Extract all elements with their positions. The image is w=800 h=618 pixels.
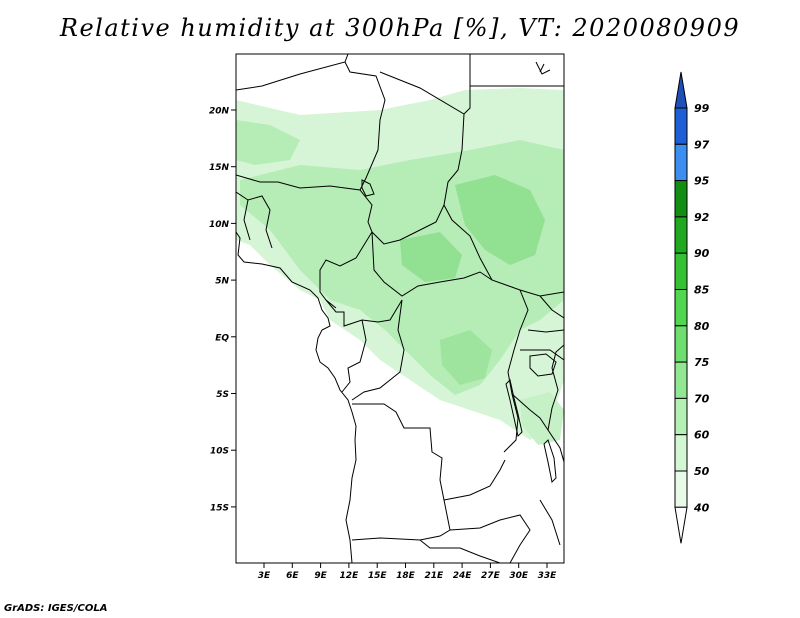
coastline-west-africa	[236, 231, 357, 563]
map-frame	[235, 53, 565, 564]
border-drc-congo	[351, 299, 405, 401]
lat-label: 10N	[209, 220, 230, 230]
lat-label: 15S	[210, 503, 229, 513]
lon-label: 21E	[424, 571, 444, 581]
lat-label: EQ	[215, 333, 229, 343]
colorbar-segment	[674, 180, 688, 218]
colorbar-segment	[674, 434, 688, 472]
map-boundaries	[236, 54, 564, 563]
colorbar-label: 60	[694, 429, 710, 442]
colorbar-label: 85	[694, 284, 710, 297]
longitude-axis: 3E 6E 9E 12E 15E 18E 21E 24E 27E 30E 33E	[258, 563, 557, 581]
colorbar-label: 80	[694, 320, 710, 333]
colorbar-segment	[674, 470, 688, 508]
humidity-region-dark-3	[440, 330, 492, 385]
lon-label: 24E	[453, 571, 473, 581]
colorbar-label: 95	[694, 175, 710, 188]
coastline-east-africa	[547, 344, 564, 463]
border-chad-car	[371, 204, 493, 297]
lat-label: 10S	[210, 447, 229, 457]
colorbar-segment	[674, 325, 688, 363]
lon-label: 6E	[286, 571, 299, 581]
border-zambia-south	[443, 459, 531, 563]
colorbar-segment	[674, 107, 688, 145]
humidity-region-dark-2	[400, 232, 462, 282]
border-drc-east	[503, 289, 529, 453]
nile-river	[535, 61, 551, 75]
lat-label: 5S	[216, 390, 229, 400]
humidity-region-dark	[455, 175, 545, 265]
colorbar-label: 50	[694, 465, 710, 478]
colorbar-segment	[674, 397, 688, 436]
map-panel: 20N 15N 10N 5N EQ 5S 10S 15S 3E 6E 9E 12E 15E 18E 21E…	[209, 53, 565, 581]
lake-tanganyika	[505, 379, 523, 437]
lake-victoria	[529, 353, 557, 377]
lake-chad	[361, 179, 375, 197]
lat-label: 20N	[209, 107, 230, 117]
lon-label: 18E	[396, 571, 416, 581]
border-sahara-north	[236, 54, 386, 191]
colorbar: 99 97 95 92 90 85 80 75 70 60 50 40	[674, 71, 710, 544]
lon-label: 33E	[538, 571, 558, 581]
colorbar-label: 90	[694, 247, 710, 260]
lat-label: 15N	[209, 163, 230, 173]
colorbar-label: 70	[694, 392, 710, 405]
colorbar-segment	[674, 252, 688, 290]
colorbar-label: 99	[694, 102, 710, 115]
colorbar-label: 75	[694, 356, 710, 369]
colorbar-bottom-arrow	[674, 506, 688, 544]
lon-label: 9E	[314, 571, 327, 581]
lat-label: 5N	[215, 277, 229, 287]
lon-label: 3E	[258, 571, 271, 581]
colorbar-top-arrow	[674, 71, 688, 109]
border-chad-sudan	[443, 113, 564, 297]
colorbar-segment	[674, 143, 688, 182]
lake-malawi	[543, 439, 557, 484]
lon-label: 30E	[509, 571, 529, 581]
border-east-africa	[511, 295, 564, 431]
chart-title: Relative humidity at 300hPa [%], VT: 202…	[59, 14, 741, 42]
lon-label: 12E	[340, 571, 360, 581]
grads-credit: GrADS: IGES/COLA	[4, 603, 108, 614]
border-south	[419, 499, 561, 563]
lon-label: 15E	[368, 571, 388, 581]
humidity-field	[236, 88, 564, 445]
lon-label: 27E	[481, 571, 501, 581]
border-mali-burkina	[236, 191, 273, 249]
colorbar-segment	[674, 361, 688, 399]
border-cameroon-gabon	[325, 299, 403, 393]
latitude-axis: 20N 15N 10N 5N EQ 5S 10S 15S	[209, 107, 236, 513]
colorbar-label: 40	[693, 501, 710, 514]
border-niger-nigeria	[236, 174, 373, 309]
colorbar-segment	[674, 216, 688, 254]
colorbar-segment	[674, 289, 688, 327]
colorbar-label: 92	[694, 211, 710, 224]
border-angola	[351, 403, 451, 541]
humidity-region-west	[236, 120, 300, 165]
colorbar-label: 97	[694, 138, 710, 151]
